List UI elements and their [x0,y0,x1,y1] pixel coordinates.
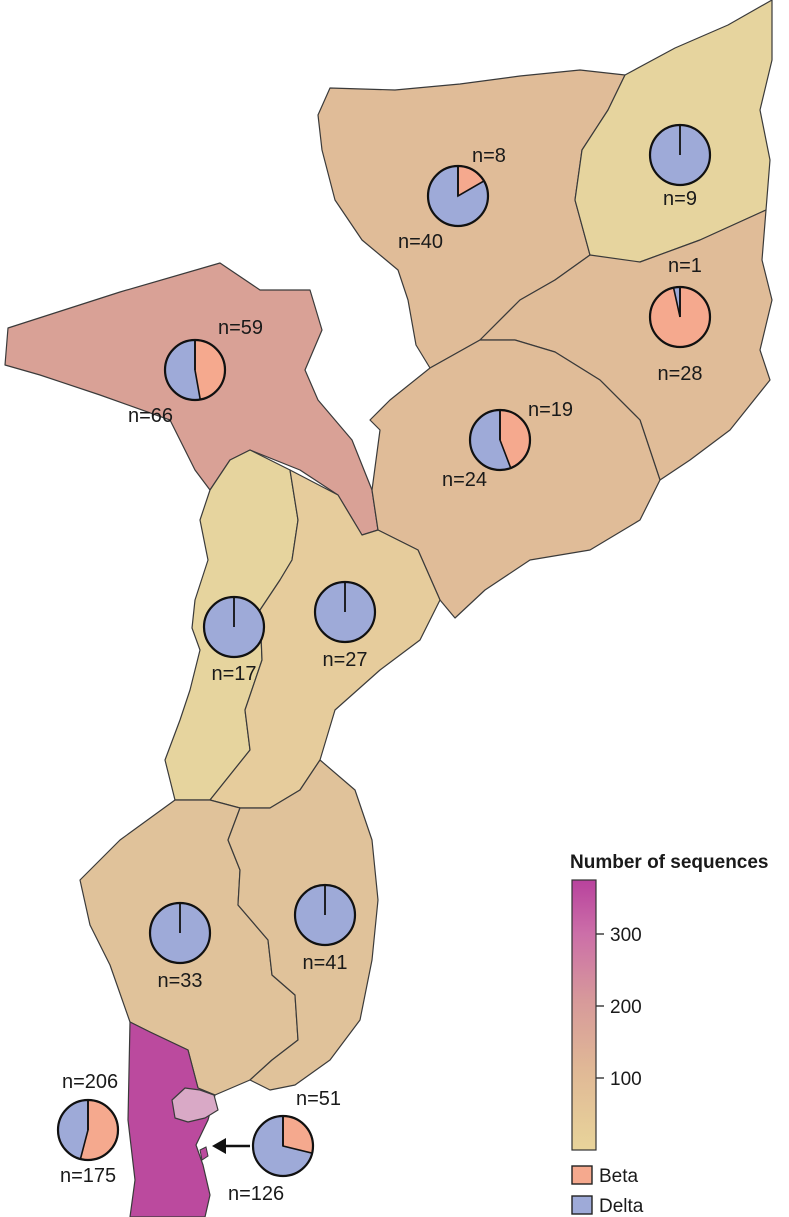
pie-tete [163,338,227,402]
legend-key-label-beta: Beta [599,1166,639,1187]
pie-outline [648,285,712,349]
legend-swatch-beta [571,1165,593,1185]
pie-outline [293,883,357,947]
pie-zambezia [468,408,532,472]
beta-count-label-maputo-city: n=51 [296,1088,341,1110]
pie-maputo-city [251,1114,315,1178]
pie-outline [468,408,532,472]
legend-tick-label: 100 [610,1069,642,1090]
delta-count-label-manica: n=17 [211,663,256,685]
delta-count-label-maputo-city: n=126 [228,1183,284,1205]
pie-maputo-province [56,1098,120,1162]
pie-outline [56,1098,120,1162]
maputo-city-arrow [212,1138,250,1154]
pie-slice-beta [282,1115,314,1155]
pie-nampula [648,285,712,349]
pie-outline [148,901,212,965]
pie-sofala [313,580,377,644]
pie-niassa [426,164,490,228]
delta-count-label-zambezia: n=24 [442,469,487,491]
delta-count-label-tete: n=66 [128,405,173,427]
legend-colorbar [571,879,597,1151]
legend-ticks: 300 200 100 [596,925,642,1090]
legend-key-label-delta: Delta [599,1196,644,1217]
pie-outline [648,123,712,187]
pie-outline [251,1114,315,1178]
delta-count-label-cabo-delgado: n=9 [663,188,697,210]
beta-count-label-tete: n=59 [218,317,263,339]
delta-count-label-niassa: n=40 [398,231,443,253]
delta-count-label-maputo-province: n=175 [60,1165,116,1187]
beta-count-label-nampula: n=28 [657,363,702,385]
legend-title: Number of sequences [570,852,769,873]
province-layer [4,0,773,1217]
pie-cabo-delgado [648,123,712,187]
beta-count-label-maputo-province: n=206 [62,1071,118,1093]
pie-manica [202,595,266,659]
province-zambezia [369,339,661,619]
beta-count-label-niassa: n=8 [472,145,506,167]
province-maputo [127,1021,216,1217]
pie-outline [426,164,490,228]
delta-count-label-nampula: n=1 [668,255,702,277]
delta-count-label-gaza: n=33 [157,970,202,992]
label-layer: n=8 n=40 n=9 n=28 n=1 n=59 n=66 n=19 n=24 n=17 n=2… [60,145,703,1205]
delta-count-label-inhambane: n=41 [302,952,347,974]
beta-count-label-zambezia: n=19 [528,399,573,421]
pie-layer [56,123,712,1178]
pie-outline [313,580,377,644]
pie-outline [202,595,266,659]
legend: Number of sequences 300 200 100 Beta Delta [570,852,769,1217]
delta-count-label-sofala: n=27 [322,649,367,671]
pie-outline [163,338,227,402]
pie-gaza [148,901,212,965]
legend-keys: Beta Delta [571,1165,644,1217]
legend-tick-label: 300 [610,925,642,946]
inhaca-island [199,1146,209,1161]
legend-swatch-delta [571,1195,593,1215]
pie-inhambane [293,883,357,947]
legend-tick-label: 200 [610,997,642,1018]
province-maputo-city [171,1087,219,1123]
